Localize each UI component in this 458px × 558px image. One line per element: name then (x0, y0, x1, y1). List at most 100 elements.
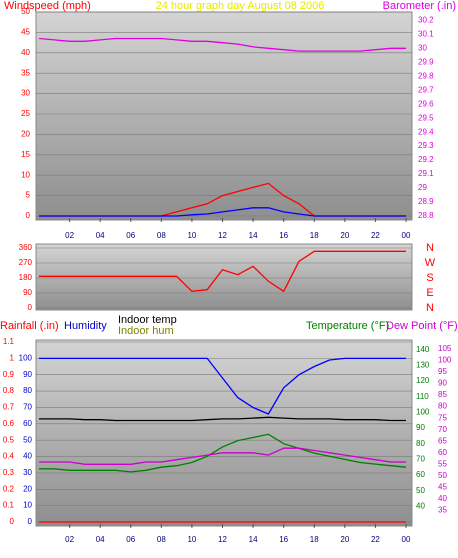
y-tick-label: 90 (23, 370, 32, 379)
y-tick-label: 0.9 (3, 370, 15, 379)
y-tick-label: 0 (10, 517, 15, 526)
y-tick-label: 29.3 (418, 141, 434, 150)
y-tick-label: 180 (19, 273, 33, 282)
y-tick-label: 20 (21, 130, 30, 139)
y-tick-label: 0 (28, 303, 33, 312)
x-tick-label: 02 (65, 535, 74, 544)
x-tick-label: 06 (126, 231, 135, 240)
y-tick-label: 30 (21, 89, 30, 98)
y-tick-label: 29.6 (418, 99, 434, 108)
series-line (39, 416, 406, 422)
axis-label: Barometer (.in) (383, 0, 456, 12)
y-tick-label: 29.5 (418, 113, 434, 122)
y-tick-label: 10 (21, 170, 30, 179)
x-tick-label: 14 (249, 535, 258, 544)
y-tick-label: 90 (23, 288, 32, 297)
y-tick-label: 0.1 (3, 501, 15, 510)
y-tick-label: 28.8 (418, 211, 434, 220)
y-tick-label: 270 (19, 258, 33, 267)
series-line (39, 250, 406, 293)
y-tick-label: 30.2 (418, 15, 434, 24)
y-tick-label: 40 (416, 501, 425, 510)
y-tick-label: 20 (23, 484, 32, 493)
y-tick-label: 90 (438, 379, 447, 388)
y-tick-label: 1.1 (3, 337, 15, 346)
y-tick-label: 70 (23, 403, 32, 412)
y-tick-label: S (426, 272, 433, 284)
axis-label: Rainfall (.in) (0, 320, 59, 332)
x-tick-label: 06 (126, 535, 135, 544)
y-tick-label: 0.5 (3, 435, 15, 444)
y-tick-label: 30.1 (418, 29, 434, 38)
y-tick-label: 0.7 (3, 403, 15, 412)
y-tick-label: 70 (416, 455, 425, 464)
series-line (39, 207, 406, 217)
y-tick-label: 29.4 (418, 127, 434, 136)
x-tick-label: 16 (279, 231, 288, 240)
plot-area (35, 339, 413, 527)
y-tick-label: 29.7 (418, 85, 434, 94)
x-tick-label: 18 (310, 231, 319, 240)
y-tick-label: 10 (23, 501, 32, 510)
y-tick-label: 80 (23, 386, 32, 395)
y-tick-label: 90 (416, 423, 425, 432)
y-tick-label: 45 (21, 28, 30, 37)
y-tick-label: 29 (418, 183, 427, 192)
y-tick-label: N (426, 302, 434, 314)
y-tick-label: 60 (438, 448, 447, 457)
y-tick-label: 29.2 (418, 155, 434, 164)
x-tick-label: 18 (310, 535, 319, 544)
x-tick-label: 12 (218, 535, 227, 544)
plot-area (35, 243, 413, 311)
y-tick-label: 30 (23, 468, 32, 477)
axis-label: Indoor temp (118, 314, 177, 326)
y-tick-label: 25 (21, 109, 30, 118)
y-tick-label: 29.8 (418, 71, 434, 80)
y-tick-label: 0 (28, 517, 33, 526)
y-tick-label: 29.9 (418, 57, 434, 66)
x-tick-label: 20 (340, 231, 349, 240)
axis-label: Windspeed (mph) (4, 0, 91, 12)
y-tick-label: 60 (23, 419, 32, 428)
y-tick-label: 0.3 (3, 468, 15, 477)
series-line (38, 37, 406, 52)
y-tick-label: 110 (416, 392, 429, 401)
y-tick-label: 40 (23, 452, 32, 461)
y-tick-label: 35 (21, 68, 30, 77)
x-tick-label: 14 (249, 231, 258, 240)
y-tick-label: 29.1 (418, 169, 434, 178)
y-tick-label: 0.2 (3, 484, 15, 493)
plot-area (35, 11, 413, 221)
series-line (39, 433, 407, 473)
y-tick-label: 50 (21, 7, 30, 16)
y-tick-label: 30 (418, 43, 427, 52)
y-tick-label: 100 (19, 353, 33, 362)
x-tick-label: 16 (279, 535, 288, 544)
y-tick-label: 65 (438, 436, 447, 445)
y-tick-label: 105 (438, 344, 452, 353)
x-tick-label: 04 (96, 231, 105, 240)
x-tick-label: 12 (218, 231, 227, 240)
x-tick-label: 08 (157, 535, 166, 544)
y-tick-label: 50 (416, 486, 425, 495)
y-tick-label: N (426, 242, 434, 254)
x-tick-label: 20 (340, 535, 349, 544)
x-tick-label: 00 (402, 231, 411, 240)
y-tick-label: 360 (19, 243, 33, 252)
y-tick-label: 0.4 (3, 452, 15, 461)
y-tick-label: 85 (438, 390, 447, 399)
y-tick-label: 120 (416, 376, 430, 385)
y-tick-label: W (425, 257, 436, 269)
axis-label: Indoor hum (118, 325, 174, 337)
y-tick-label: 80 (438, 402, 447, 411)
y-tick-label: 1 (10, 353, 15, 362)
y-tick-label: 0.8 (3, 386, 15, 395)
y-tick-label: 45 (438, 482, 447, 491)
y-tick-label: 95 (438, 367, 447, 376)
y-tick-label: 28.9 (418, 197, 434, 206)
y-tick-label: 70 (438, 425, 447, 434)
y-tick-label: 100 (438, 356, 452, 365)
series-line (39, 447, 406, 465)
axis-label: Dew Point (°F) (386, 320, 458, 332)
